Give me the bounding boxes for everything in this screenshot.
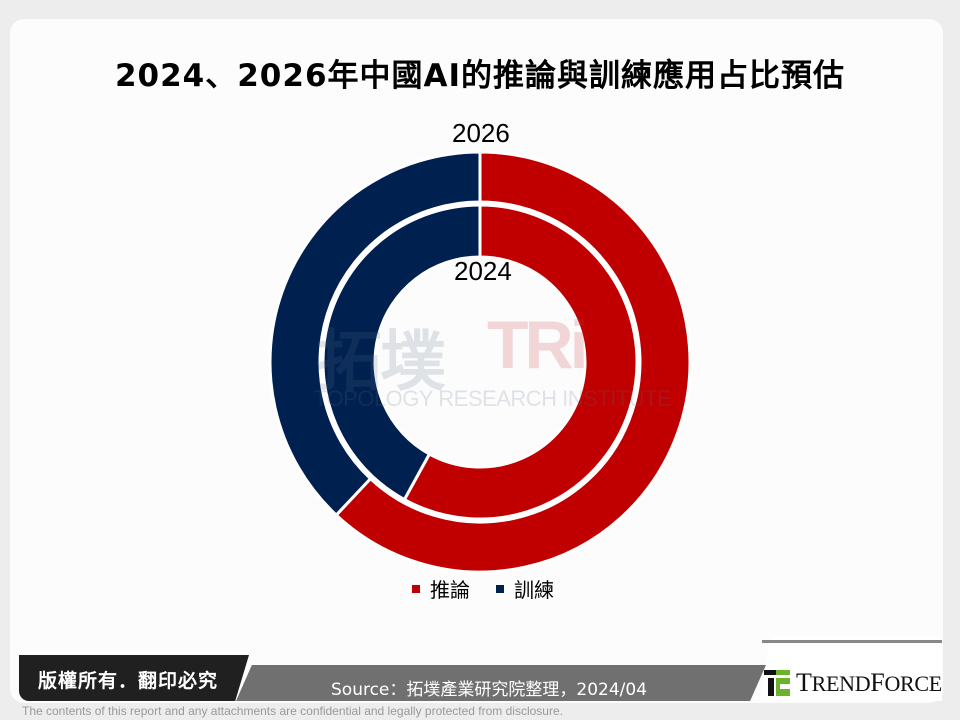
outer-ring-label: 2026 — [452, 118, 510, 148]
divider — [762, 640, 942, 643]
legend-item-training[interactable]: 訓練 — [496, 574, 554, 603]
donut-segment-2024-training[interactable] — [321, 203, 482, 502]
watermark-tri-logo: TRi — [487, 307, 589, 383]
chart-title: 2024、2026年中國AI的推論與訓練應用占比預估 — [114, 58, 846, 94]
inner-ring-label: 2024 — [454, 256, 512, 286]
watermark-cn: 拓墣 — [316, 323, 446, 400]
trendforce-logo: TRENDFORCE — [764, 668, 942, 698]
source-banner — [236, 665, 766, 701]
chart-legend: 推論 訓練 — [412, 574, 580, 603]
donut-segment-2024-inference[interactable] — [402, 203, 639, 521]
watermark-en: TOPOLOGY RESEARCH INSTITUTE — [314, 386, 672, 411]
trendforce-logo-icon — [764, 670, 790, 696]
donut-segment-2026-inference[interactable] — [334, 150, 692, 574]
copyright-banner — [19, 655, 249, 701]
source-text: Source：拓墣產業研究院整理，2024/04 — [331, 680, 648, 700]
donut-segment-2026-training[interactable] — [268, 150, 482, 518]
legend-swatch-training — [496, 584, 504, 593]
copyright-text: 版權所有．翻印必究 — [38, 670, 219, 692]
trendforce-logo-text: TRENDFORCE — [796, 668, 942, 697]
legend-label-inference: 推論 — [430, 578, 470, 602]
slide-card — [10, 19, 943, 703]
legend-item-inference[interactable]: 推論 — [412, 574, 470, 603]
legend-label-training: 訓練 — [514, 578, 554, 602]
legend-swatch-inference — [412, 584, 420, 593]
disclaimer-text: The contents of this report and any atta… — [22, 704, 563, 718]
logo-panel — [760, 636, 942, 701]
